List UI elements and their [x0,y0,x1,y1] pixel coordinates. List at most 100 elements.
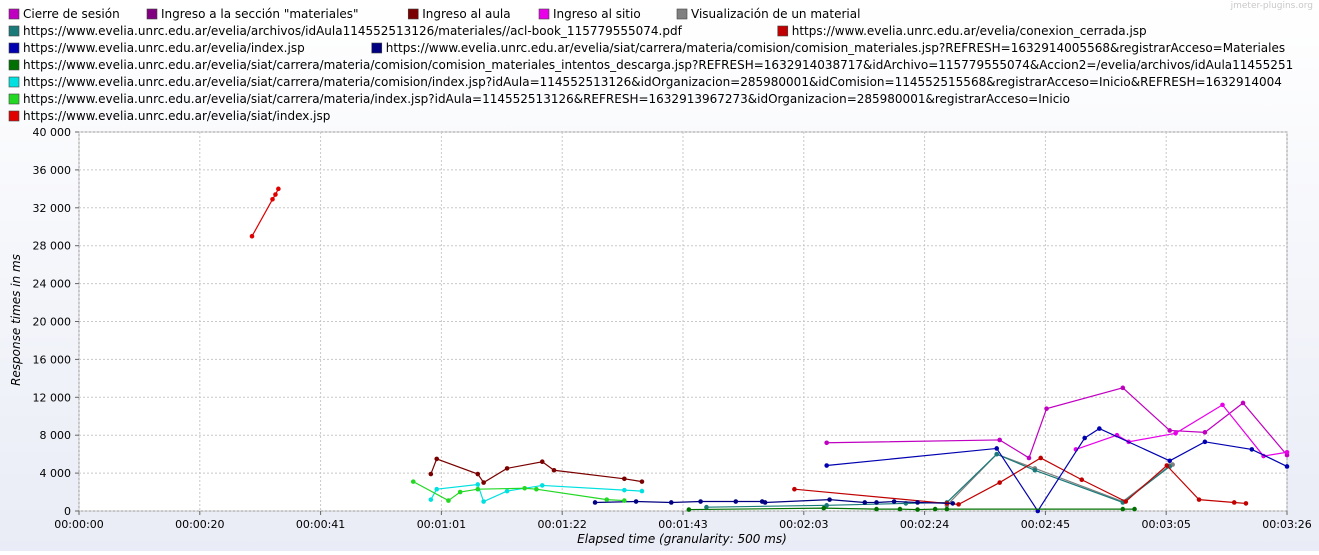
legend-entry: https://www.evelia.unrc.edu.ar/evelia/ar… [23,24,683,38]
data-point [592,500,598,505]
y-tick-label: 24 000 [33,278,72,291]
y-tick-label: 0 [64,505,71,518]
series-line [251,188,279,237]
data-point [932,506,938,512]
data-point [1026,455,1032,461]
data-point [249,233,255,239]
series-line [706,453,1171,508]
data-point [273,192,278,197]
legend-swatch [538,8,550,20]
data-point [897,506,903,512]
legend-swatch [8,8,20,20]
data-point [475,482,481,487]
series-11 [410,479,627,503]
legend-entry: https://www.evelia.unrc.edu.ar/evelia/in… [23,41,305,55]
data-point [446,498,451,503]
data-point [1044,406,1049,411]
data-point [1231,500,1237,505]
x-tick-label: 00:01:43 [658,518,707,531]
legend-swatch [777,25,789,37]
data-point [1123,499,1129,504]
data-point [824,440,829,446]
legend-swatch [146,8,158,20]
legend-swatch [8,42,20,54]
data-point [1132,506,1137,512]
x-axis-label: Elapsed time (granularity: 500 ms) [577,532,787,546]
data-point [994,446,1000,451]
data-point [270,196,275,202]
y-tick-label: 40 000 [33,126,72,139]
legend-entry: Ingreso al sitio [553,7,641,21]
data-point [1038,455,1044,461]
chart-legend: Cierre de sesión Ingreso a la sección "ma… [8,7,1293,123]
data-point [1240,400,1246,406]
y-tick-label: 36 000 [33,164,72,177]
data-point [915,507,920,512]
x-axis-ticks: 00:00:00 00:00:20 00:00:41 00:01:01 00:01:22… [54,511,1312,531]
x-tick-label: 00:02:45 [1021,518,1070,531]
data-point [994,451,1000,457]
x-tick-label: 00:02:24 [900,518,949,531]
data-point [639,488,645,494]
data-point [1284,449,1290,455]
data-point [997,437,1002,443]
legend-swatch [676,8,688,20]
data-point [1097,426,1102,431]
data-point [1220,402,1225,408]
data-point [915,500,920,505]
legend-swatch [8,93,20,105]
data-point [1196,497,1202,502]
watermark: jmeter-plugins.org [1230,1,1313,11]
data-point [1284,464,1290,469]
data-point [824,463,829,468]
series-9 [686,505,1137,512]
legend-swatch [8,76,20,88]
data-point [504,466,510,471]
series-line [430,483,642,503]
data-point [1167,428,1173,433]
data-point [1120,385,1126,391]
data-point [276,186,281,192]
legend-swatch [407,8,419,20]
data-point [944,506,950,512]
series-8 [592,497,956,506]
data-point [874,500,879,505]
data-point [704,504,709,510]
x-tick-label: 00:00:41 [296,518,345,531]
grid-lines [78,131,1288,512]
legend-entry: https://www.evelia.unrc.edu.ar/evelia/si… [23,92,1070,106]
x-tick-label: 00:01:01 [417,518,466,531]
data-point [1202,439,1208,445]
y-tick-label: 12 000 [33,391,72,404]
data-point [410,479,416,484]
data-point [522,485,527,491]
x-tick-label: 00:02:03 [779,518,828,531]
data-point [428,471,434,477]
x-tick-label: 00:01:22 [537,518,586,531]
data-point [733,499,739,504]
legend-swatch [371,42,383,54]
data-point [1167,458,1173,464]
series-10 [428,482,645,504]
data-point [622,476,627,482]
series-7 [824,426,1290,514]
data-point [434,486,440,492]
legend-entry: https://www.evelia.unrc.edu.ar/evelia/si… [386,41,1285,55]
data-point [1035,508,1041,514]
data-point [633,499,639,504]
data-point [862,500,868,505]
series-12 [249,186,281,239]
data-point [1249,447,1255,452]
data-point [539,459,545,465]
data-point [1120,506,1126,512]
legend-entry: Ingreso a la sección "materiales" [161,7,359,21]
legend-entry: https://www.evelia.unrc.edu.ar/evelia/si… [23,75,1282,89]
y-tick-label: 16 000 [33,353,72,366]
legend-entry: Ingreso al aula [422,7,510,21]
data-point [434,456,440,462]
data-point [698,499,703,504]
y-axis-label: Response times in ms [9,254,23,386]
data-point [639,479,645,484]
